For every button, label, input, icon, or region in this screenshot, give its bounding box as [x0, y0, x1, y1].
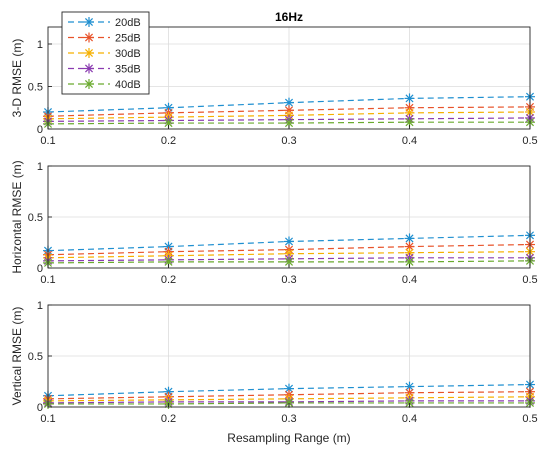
x-tick-label: 0.2 [161, 135, 176, 147]
legend-label: 40dB [115, 79, 141, 91]
x-tick-label: 0.4 [402, 413, 417, 425]
legend-marker [84, 17, 94, 27]
data-point-40db [404, 256, 415, 267]
legend-entry-35db: 35dB [68, 63, 141, 76]
data-point-40db [404, 117, 415, 128]
y-tick-label: 0 [37, 124, 43, 136]
legend-label: 20dB [115, 17, 141, 29]
y-axis-label: Vertical RMSE (m) [10, 307, 24, 406]
data-point-30db [404, 107, 415, 118]
legend-box [61, 11, 150, 95]
legend: 20dB 25dB 30dB 35dB 40dB [61, 11, 150, 95]
legend-label: 30dB [115, 48, 141, 60]
x-tick-label: 0.4 [402, 274, 417, 286]
x-tick-label: 0.5 [522, 274, 537, 286]
x-tick-label: 0.4 [402, 135, 417, 147]
legend-entry-20db: 20dB [68, 17, 141, 29]
data-point-20db [404, 233, 415, 244]
legend-marker [84, 32, 94, 43]
series-40db [43, 117, 535, 129]
panels: 0.1 0.2 0.3 0.4 0.500.513-D RMSE (m)0.1 0.2 0.… [10, 26, 538, 425]
legend-marker [84, 63, 94, 74]
panel-3: 0.1 0.2 0.3 0.4 0.5 0 0.5 1 Vertical RMSE (m) [10, 300, 538, 425]
legend-marker [84, 48, 94, 58]
x-tick-label: 0.1 [40, 135, 55, 147]
x-tick-label: 0.3 [281, 135, 296, 147]
x-tick-label: 0.2 [161, 274, 176, 286]
y-tick-label: 1 [37, 39, 43, 51]
x-tick-label: 0.5 [522, 413, 537, 425]
y-axis-label: Horizontal RMSE (m) [10, 160, 24, 273]
legend-label: 25dB [115, 33, 141, 45]
legend-marker [84, 79, 94, 89]
x-tick-label: 0.3 [281, 413, 296, 425]
panel-2: 0.1 0.2 0.3 0.4 0.5 0 0.5 1 Horizontal RMSE (m) [10, 160, 538, 286]
legend-label: 35dB [115, 64, 141, 76]
x-tick-label: 0.1 [40, 413, 55, 425]
y-tick-label: 1 [37, 300, 43, 312]
y-tick-label: 0 [37, 402, 43, 414]
y-tick-label: 0.5 [28, 82, 43, 94]
legend-entry-30db: 30dB [68, 48, 141, 60]
legend-entry-40db: 40dB [68, 79, 141, 91]
chart-title: 16Hz [275, 10, 303, 24]
data-point-20db [284, 383, 294, 394]
y-axis-label: 3-D RMSE (m) [10, 39, 24, 118]
y-tick-label: 0.5 [28, 212, 43, 224]
x-axis-label: Resampling Range (m) [227, 431, 350, 445]
legend-entry-25db: 25dB [68, 32, 141, 45]
x-tick-label: 0.3 [281, 274, 296, 286]
y-tick-label: 0 [37, 263, 43, 275]
y-tick-label: 0.5 [28, 351, 43, 363]
data-point-20db [404, 93, 415, 104]
x-tick-label: 0.5 [522, 135, 537, 147]
x-tick-label: 0.1 [40, 274, 55, 286]
y-tick-label: 1 [37, 161, 43, 173]
data-point-40db [163, 118, 174, 129]
x-tick-label: 0.2 [161, 413, 176, 425]
data-point-40db [284, 397, 294, 408]
data-point-40db [163, 256, 174, 267]
